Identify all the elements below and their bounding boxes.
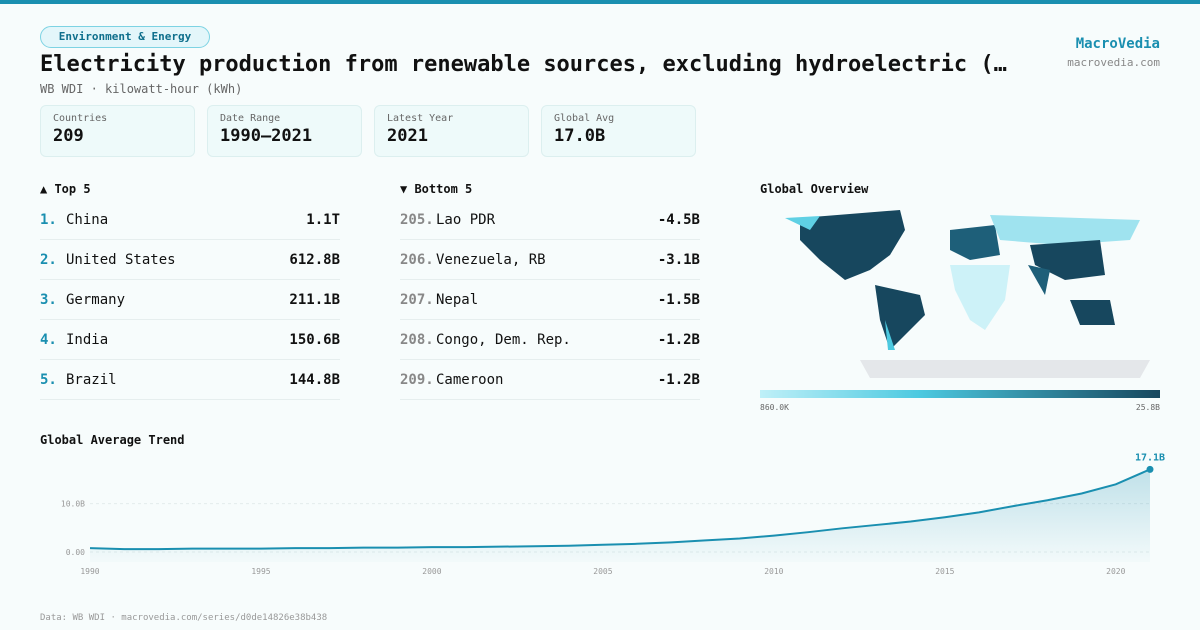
stat-card: Latest Year 2021: [374, 105, 529, 157]
subtitle: WB WDI · kilowatt-hour (kWh): [40, 82, 243, 96]
row-rank: 3.: [40, 291, 57, 308]
trend-line: [89, 468, 1151, 551]
top-list: 1. China 1.1T 2. United States 612.8B 3. German…: [40, 200, 340, 400]
rank-row: 206. Venezuela, RB -3.1B: [400, 240, 700, 280]
y-tick-label: 0.00: [66, 548, 85, 557]
row-name: United States: [66, 251, 176, 268]
bottom-title: ▼ Bottom 5: [400, 182, 473, 196]
brand-url[interactable]: macrovedia.com: [1067, 56, 1160, 69]
stat-label: Latest Year: [387, 113, 454, 124]
row-value: 144.8B: [289, 371, 340, 388]
end-point: [1146, 465, 1154, 473]
row-value: -1.2B: [657, 371, 700, 388]
rank-row: 208. Congo, Dem. Rep. -1.2B: [400, 320, 700, 360]
row-name: Nepal: [436, 291, 479, 308]
south-america: [875, 285, 925, 350]
top-title: ▲ Top 5: [40, 182, 91, 196]
y-tick-label: 10.0B: [61, 500, 85, 509]
row-name: Cameroon: [436, 371, 504, 388]
trend-chart: 0.00 10.0B 1990 1995 2000 2005 2010 2015 2020 17.…: [61, 452, 1165, 576]
value-label: 17.1B: [1135, 452, 1165, 463]
stat-value: 17.0B: [554, 126, 606, 146]
row-name: Congo, Dem. Rep.: [436, 331, 571, 348]
footer: Data: WB WDI · macrovedia.com/series/d0d…: [40, 613, 328, 623]
stat-card: Countries 209: [40, 105, 195, 157]
row-name: Lao PDR: [436, 211, 496, 228]
trend-area: [90, 469, 1150, 562]
row-name: China: [66, 211, 109, 228]
antarctica: [860, 360, 1150, 378]
rank-row: 2. United States 612.8B: [40, 240, 340, 280]
row-value: -3.1B: [657, 251, 700, 268]
north-america: [800, 210, 905, 280]
top-bar: [0, 0, 1200, 4]
brand[interactable]: MacroVedia: [1075, 36, 1160, 52]
row-value: -1.2B: [657, 331, 700, 348]
australia: [1070, 300, 1115, 325]
bottom-list: 205. Lao PDR -4.5B 206. Venezuela, RB -3.1B 20…: [400, 200, 700, 400]
russia: [990, 215, 1140, 245]
europe: [950, 225, 1000, 260]
stat-label: Date Range: [220, 113, 281, 124]
row-rank: 1.: [40, 211, 57, 228]
alaska: [785, 216, 820, 230]
stat-label: Countries: [53, 113, 108, 124]
stat-card: Global Avg 17.0B: [541, 105, 696, 157]
row-rank: 209.: [400, 371, 434, 388]
color-scale: [760, 390, 1160, 398]
rank-row: 205. Lao PDR -4.5B: [400, 200, 700, 240]
row-value: -4.5B: [657, 211, 700, 228]
india: [1028, 265, 1050, 295]
row-name: India: [66, 331, 109, 348]
row-name: Brazil: [66, 371, 117, 388]
stat-card: Date Range 1990–2021: [207, 105, 362, 157]
stat-value: 209: [53, 126, 84, 146]
x-tick-label: 2000: [422, 567, 441, 576]
x-tick-label: 1995: [251, 567, 270, 576]
rank-row: 4. India 150.6B: [40, 320, 340, 360]
rank-row: 5. Brazil 144.8B: [40, 360, 340, 400]
row-rank: 5.: [40, 371, 57, 388]
row-value: 211.1B: [289, 291, 340, 308]
rank-row: 3. Germany 211.1B: [40, 280, 340, 320]
trend-title: Global Average Trend: [40, 433, 185, 447]
scale-max: 25.8B: [1136, 403, 1160, 412]
title: Electricity production from renewable so…: [40, 52, 1007, 77]
rank-row: 1. China 1.1T: [40, 200, 340, 240]
rank-row: 209. Cameroon -1.2B: [400, 360, 700, 400]
rank-row: 207. Nepal -1.5B: [400, 280, 700, 320]
row-rank: 207.: [400, 291, 434, 308]
row-rank: 2.: [40, 251, 57, 268]
row-value: 612.8B: [289, 251, 340, 268]
x-tick-label: 2020: [1106, 567, 1125, 576]
chile: [885, 320, 895, 350]
map: 860.0K 25.8B: [760, 210, 1160, 412]
map-title: Global Overview: [760, 182, 869, 196]
row-rank: 4.: [40, 331, 57, 348]
row-rank: 208.: [400, 331, 434, 348]
row-value: -1.5B: [657, 291, 700, 308]
x-tick-label: 2005: [593, 567, 612, 576]
stat-value: 2021: [387, 126, 428, 146]
row-rank: 206.: [400, 251, 434, 268]
row-value: 150.6B: [289, 331, 340, 348]
row-name: Germany: [66, 291, 126, 308]
row-rank: 205.: [400, 211, 434, 228]
stat-label: Global Avg: [554, 113, 615, 124]
africa: [950, 265, 1010, 330]
row-name: Venezuela, RB: [436, 251, 546, 268]
stat-value: 1990–2021: [220, 126, 313, 146]
scale-min: 860.0K: [760, 403, 789, 412]
category-pill[interactable]: Environment & Energy: [40, 26, 210, 48]
x-tick-label: 2010: [764, 567, 783, 576]
x-tick-label: 2015: [935, 567, 954, 576]
x-tick-label: 1990: [80, 567, 99, 576]
row-value: 1.1T: [306, 211, 340, 228]
